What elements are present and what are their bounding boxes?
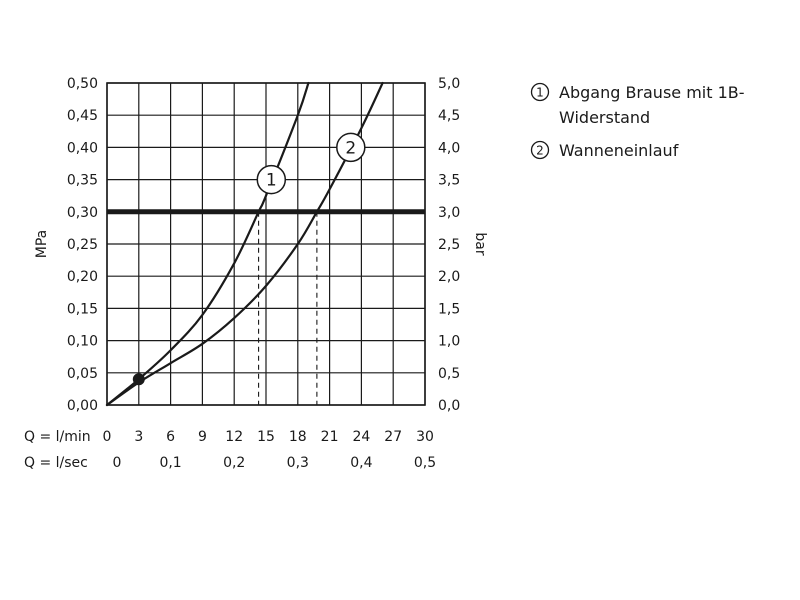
x-tick-lsec: 0,3: [287, 455, 309, 471]
y-tick-mpa: 0,20: [67, 269, 98, 285]
grid: [106, 82, 426, 406]
y-tick-bar: 4,0: [438, 140, 460, 156]
y-tick-mpa: 0,05: [67, 366, 98, 382]
legend-label-1: Abgang Brause mit 1B-Widerstand: [559, 83, 745, 127]
y-tick-bar: 1,0: [438, 334, 460, 350]
x-tick-lsec: 0,2: [223, 455, 245, 471]
y-tick-bar: 3,5: [438, 173, 460, 189]
circled-1-icon: 1: [530, 82, 550, 102]
legend-item-1: 1 Abgang Brause mit 1B-Widerstand: [530, 80, 780, 130]
y-tick-bar: 2,5: [438, 237, 460, 253]
x-tick-lsec: 0,1: [159, 455, 181, 471]
y-tick-mpa: 0,35: [67, 173, 98, 189]
svg-text:1: 1: [536, 86, 544, 100]
x-tick-lmin: 15: [257, 429, 275, 445]
y-tick-mpa: 0,10: [67, 334, 98, 350]
circled-2-icon: 2: [530, 140, 550, 160]
series-marker-2: 2: [336, 132, 366, 163]
y-tick-bar: 0,5: [438, 366, 460, 382]
series-marker-label: 2: [345, 138, 356, 158]
x-tick-lsec: 0: [113, 455, 122, 471]
x-tick-lmin: 21: [321, 429, 339, 445]
y-tick-bar: 2,0: [438, 269, 460, 285]
y-tick-mpa: 0,45: [67, 108, 98, 124]
x-tick-lmin: 24: [352, 429, 370, 445]
x-tick-lmin: 12: [225, 429, 243, 445]
x-tick-lmin: 3: [134, 429, 143, 445]
x-tick-lmin: 30: [416, 429, 434, 445]
x-tick-lsec: 0,5: [414, 455, 436, 471]
y-tick-bar: 5,0: [438, 76, 460, 92]
y-tick-bar: 0,0: [438, 398, 460, 414]
y-tick-mpa: 0,50: [67, 76, 98, 92]
y-tick-mpa: 0,25: [67, 237, 98, 253]
x-tick-lmin: 9: [198, 429, 207, 445]
y-tick-mpa: 0,40: [67, 140, 98, 156]
y-tick-bar: 4,5: [438, 108, 460, 124]
svg-text:2: 2: [536, 144, 544, 158]
data-point-marker: [132, 373, 145, 386]
x-axis-label-lsec: Q = l/sec: [24, 455, 88, 471]
y-tick-mpa: 0,15: [67, 301, 98, 317]
x-tick-lmin: 18: [289, 429, 307, 445]
x-tick-lsec: 0,4: [350, 455, 372, 471]
x-tick-lmin: 27: [384, 429, 402, 445]
legend: 1 Abgang Brause mit 1B-Widerstand 2 Wann…: [530, 80, 780, 171]
plot-frame: [106, 82, 426, 406]
series-marker-circle: [256, 164, 287, 195]
series-1-curve: [105, 81, 310, 407]
legend-label-2: Wanneneinlauf: [559, 141, 679, 160]
y-axis-label-mpa: MPa: [34, 230, 50, 258]
series-marker-1: 1: [256, 164, 287, 195]
series-marker-circle: [336, 132, 366, 163]
y-tick-mpa: 0,30: [67, 205, 98, 221]
y-tick-mpa: 0,00: [67, 398, 98, 414]
x-tick-lmin: 0: [103, 429, 112, 445]
y-tick-bar: 1,5: [438, 301, 460, 317]
x-axis-label-lmin: Q = l/min: [24, 429, 91, 445]
series-2-curve: [105, 81, 384, 407]
y-axis-label-bar: bar: [472, 232, 488, 255]
x-tick-lmin: 6: [166, 429, 175, 445]
series-marker-label: 1: [266, 171, 277, 191]
y-tick-bar: 3,0: [438, 205, 460, 221]
legend-item-2: 2 Wanneneinlauf: [530, 138, 780, 163]
